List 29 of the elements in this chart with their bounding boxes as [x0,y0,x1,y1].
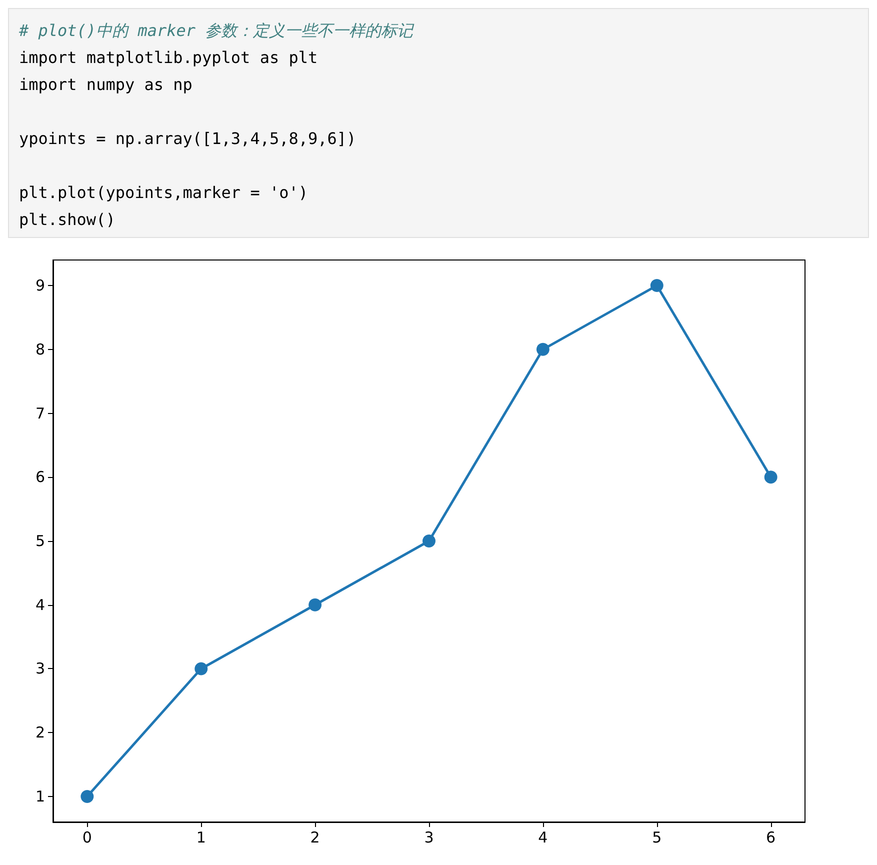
y-tick-label: 2 [35,724,45,742]
text: import numpy as np [19,74,194,96]
x-tick-label: 1 [196,828,206,846]
point [308,598,322,612]
y-tick-label: 8 [35,340,45,358]
text: plt.plot(ypoints,marker = 'o') [19,182,309,204]
y-tick-label: 5 [35,532,45,550]
point [650,279,664,292]
x-tick-label: 5 [652,828,662,846]
y-tick-label: 4 [35,596,45,614]
point [80,790,94,803]
point [194,662,208,676]
x-tick-label: 4 [538,828,548,846]
text: import matplotlib.pyplot as plt [19,47,319,69]
point [764,470,778,484]
x-tick-label: 0 [82,828,92,846]
y-tick-label: 1 [35,787,45,806]
x-tick-label: 2 [310,828,320,846]
point [422,534,436,548]
y-tick-label: 7 [35,404,45,422]
text: plt.show() [19,209,116,231]
x-tick-label: 6 [766,828,776,846]
y-tick-label: 3 [35,660,45,678]
point [536,342,550,356]
y-tick-label: 9 [35,276,45,295]
text: ypoints = np.array([1,3,4,5,8,9,6]) [19,128,358,150]
x-tick-label: 3 [424,828,434,846]
text: # plot()中的 marker 参数：定义一些不一样的标记 [19,20,416,42]
y-tick-label: 6 [35,468,45,486]
